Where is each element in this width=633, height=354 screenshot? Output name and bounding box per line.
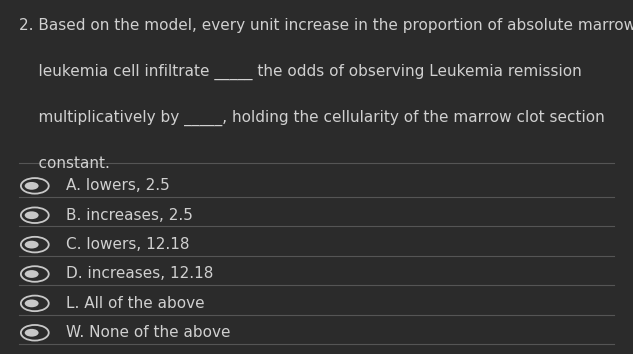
Text: A. lowers, 2.5: A. lowers, 2.5 [66,178,170,193]
Circle shape [21,296,49,311]
Circle shape [25,241,39,249]
Circle shape [21,237,49,252]
Circle shape [25,329,39,337]
Circle shape [21,325,49,341]
Circle shape [25,270,39,278]
Text: multiplicatively by _____, holding the cellularity of the marrow clot section: multiplicatively by _____, holding the c… [19,110,605,126]
Circle shape [21,178,49,194]
Text: constant.: constant. [19,156,110,171]
Circle shape [25,299,39,307]
Text: D. increases, 12.18: D. increases, 12.18 [66,267,214,281]
Text: 2. Based on the model, every unit increase in the proportion of absolute marrow: 2. Based on the model, every unit increa… [19,18,633,33]
Text: L. All of the above: L. All of the above [66,296,205,311]
Text: leukemia cell infiltrate _____ the odds of observing Leukemia remission: leukemia cell infiltrate _____ the odds … [19,64,582,80]
Circle shape [25,211,39,219]
Circle shape [25,182,39,190]
Circle shape [21,207,49,223]
Circle shape [21,266,49,282]
Text: W. None of the above: W. None of the above [66,325,231,340]
Text: C. lowers, 12.18: C. lowers, 12.18 [66,237,190,252]
Text: B. increases, 2.5: B. increases, 2.5 [66,208,193,223]
